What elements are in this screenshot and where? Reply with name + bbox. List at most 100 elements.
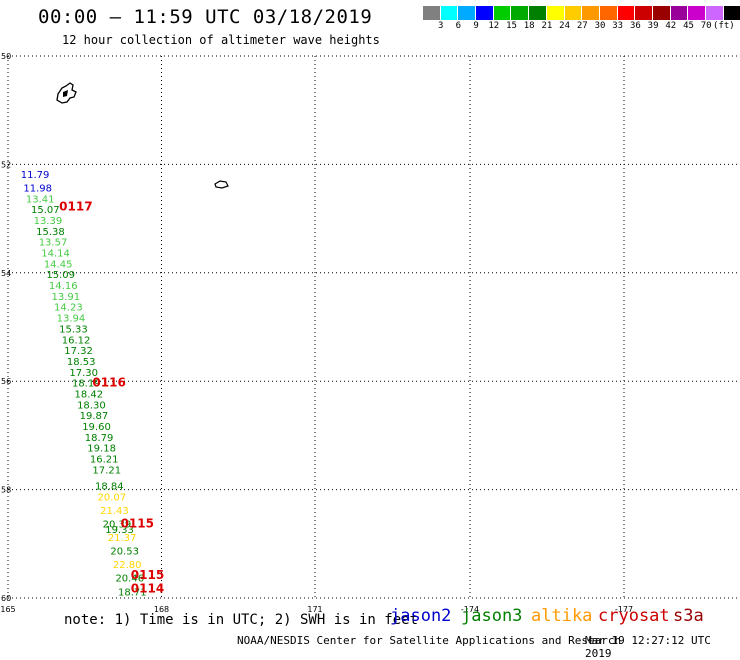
legend-jason3: jason3 [461,606,523,626]
latitude-label: 56 [1,377,11,386]
colorbar-swatch [723,6,740,20]
colorbar-label: 30 [594,21,606,31]
longitude-label: 168 [154,605,169,614]
colorbar-labels: 3 6 9 12 15 18 21 24 27 30 33 36 39 42 45 70 (ft) [423,21,735,33]
wave-height-value: 20.53 [110,547,139,558]
wave-height-value: 18.19 [72,379,101,390]
islands [56,82,229,189]
axis-labels: 50 52 54 56 58 60 165 168 171 -174 -177 [0,52,633,614]
colorbar-swatch [476,6,494,20]
colorbar-swatch [706,6,724,20]
colorbar-label: 70 [700,21,712,31]
pass-time-label: 0115 [121,517,154,531]
colorbar-label: 45 [683,21,694,31]
wave-height-value: 20.39 [103,520,132,531]
pass-time-label: 0117 [59,199,92,213]
latitude-label: 54 [1,269,11,278]
wave-height-value: 15.33 [59,324,88,335]
wave-height-value: 19.87 [80,411,109,422]
wave-height-value: 18.79 [85,433,114,444]
units-note: note: 1) Time is in UTC; 2) SWH is in fe… [64,612,419,628]
wave-height-value: 15.09 [46,270,75,281]
wave-height-value: 13.39 [34,216,63,227]
wave-height-value: 13.41 [26,194,55,205]
wave-height-value: 17.21 [92,465,121,476]
wave-height-value: 16.21 [90,455,119,466]
colorbar-swatch [458,6,477,20]
wave-height-value: 13.94 [57,314,86,325]
wave-height-value: 11.79 [21,170,50,181]
colorbar-swatch [599,6,618,20]
pass-time-label: 0115 [131,568,164,582]
wave-height-value: 19.18 [87,444,116,455]
wave-height-value: 13.57 [39,238,68,249]
map-subtitle: 12 hour collection of altimeter wave hei… [62,33,380,47]
colorbar-swatch [564,6,583,20]
longitude-label: 165 [0,605,15,614]
colorbar-label: 15 [506,21,517,31]
observation-tracks: 11.79 11.9813.4115.0713.3915.3813.5714.14… [21,170,164,598]
wave-height-colorbar [423,6,740,20]
wave-height-value: 18.30 [77,400,106,411]
wave-height-value: 16.12 [62,335,91,346]
pass-time-label: 0116 [92,376,125,390]
wave-height-value: 20.07 [98,492,127,503]
wave-height-value: 18.53 [67,357,96,368]
auckland-island-detail [63,90,68,97]
wave-height-value: 15.38 [36,227,65,238]
latitude-label: 50 [1,52,11,61]
colorbar-label: 24 [559,21,571,31]
colorbar-swatch [493,6,512,20]
colorbar-swatch [617,6,636,20]
longitude-label: -177 [615,605,633,614]
colorbar-label: 36 [629,21,641,31]
map-grid [7,55,740,600]
colorbar-swatch [688,6,706,20]
legend-s3a: s3a [673,606,704,626]
legend-cryosat: cryosat [598,606,670,626]
wave-height-value: 17.30 [69,368,98,379]
wave-height-value: 21.37 [108,533,137,544]
wave-height-value: 14.14 [41,249,70,260]
colorbar-swatch [440,6,459,20]
colorbar-label: 9 [473,21,479,31]
colorbar-label: 39 [647,21,659,31]
colorbar-swatch [423,6,441,20]
colorbar-label: 3 [437,21,444,31]
wave-height-value: 19.33 [105,525,134,536]
legend-altika: altika [531,606,593,626]
colorbar-label: 27 [576,21,588,31]
colorbar-swatch [546,6,565,20]
campbell-island [214,180,229,189]
credit-line: NOAA/NESDIS Center for Satellite Applica… [237,634,622,647]
wave-height-value: 14.23 [54,303,83,314]
latitude-label: 58 [1,486,11,495]
wave-height-value: 18.71 [118,587,147,598]
colorbar-label: 12 [488,21,500,31]
pass-time-label: 0114 [131,582,164,596]
colorbar-swatch [511,6,530,20]
colorbar-label: 6 [455,21,462,31]
colorbar-label: 18 [523,21,535,31]
longitude-label: -174 [461,605,479,614]
wave-height-value: 13.91 [51,292,80,303]
wave-height-value: 14.16 [49,281,78,292]
wave-height-value: 18.84 [95,482,124,493]
colorbar-swatch [635,6,653,20]
legend-jason2: jason2 [390,606,452,626]
latitude-label: 52 [1,160,11,169]
wave-height-value: 18.42 [75,389,104,400]
wave-height-value: 11.98 [23,184,52,195]
wave-height-value: 14.45 [44,259,73,270]
wave-height-value: 20.46 [115,574,144,585]
colorbar-label: 21 [541,21,553,31]
wave-height-value: 22.80 [113,560,142,571]
wave-height-value: 15.07 [31,205,60,216]
longitude-label: 171 [307,605,322,614]
wave-height-value: 19.60 [82,422,111,433]
colorbar-swatch [582,6,600,20]
colorbar-swatch [652,6,671,20]
latitude-label: 60 [1,594,11,603]
colorbar-label: 33 [612,21,624,31]
generated-timestamp: Mar 19 12:27:12 UTC 2019 [585,634,711,660]
